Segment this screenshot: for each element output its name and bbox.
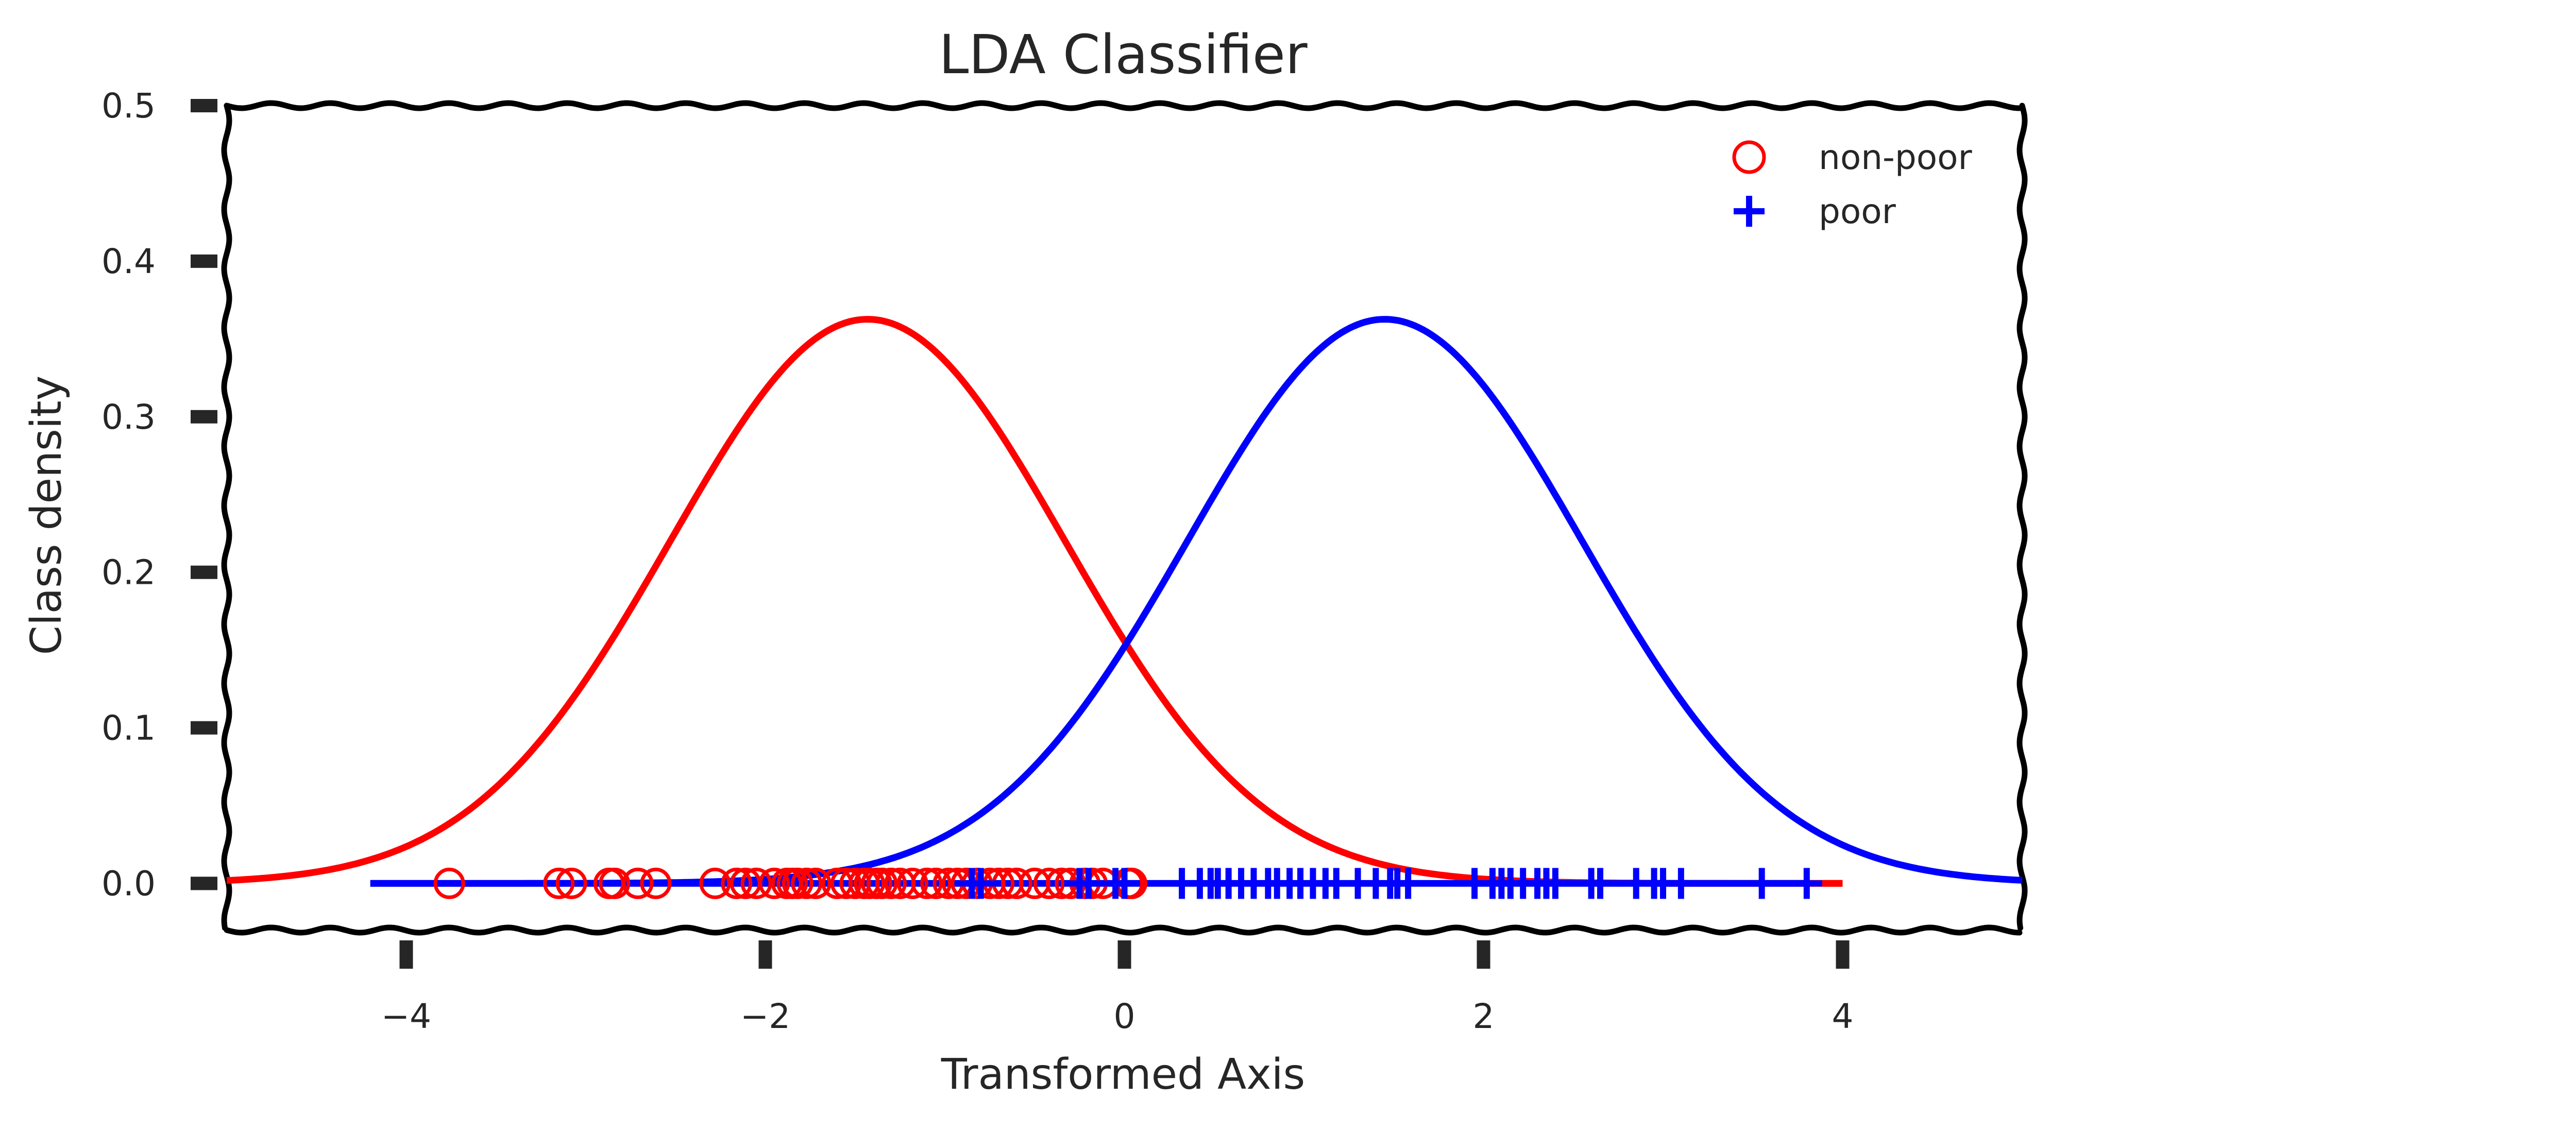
x-axis-ticks: −4 −2 0 2 4: [381, 940, 1854, 1036]
x-tick-mark: [1117, 940, 1131, 969]
non-poor-point: [782, 867, 814, 899]
poor-point-v: [1758, 868, 1765, 899]
chart-title: LDA Classifier: [939, 23, 1307, 86]
non-poor-point: [740, 867, 772, 899]
non-poor-point: [791, 867, 823, 899]
poor-point-v: [1597, 868, 1604, 899]
y-tick-mark: [191, 99, 217, 112]
x-tick-label: −2: [740, 997, 790, 1036]
poor-point: [1539, 868, 1571, 899]
y-tick-mark: [191, 876, 217, 890]
non-poor-point: [1033, 867, 1065, 899]
y-axis-ticks: 0.0 0.1 0.2 0.3 0.4 0.5: [101, 86, 217, 903]
poor-point: [1791, 868, 1822, 899]
poor-point-v: [1121, 868, 1128, 899]
poor-point: [965, 868, 996, 899]
y-tick-label: 0.1: [101, 709, 156, 748]
poor-point-v: [1354, 868, 1361, 899]
y-axis-label: Class density: [22, 376, 71, 655]
x-tick-mark: [399, 940, 413, 969]
y-tick-mark: [191, 565, 217, 579]
non-poor-point: [721, 867, 753, 899]
poor-point-v: [1552, 868, 1558, 899]
y-tick-label: 0.0: [101, 864, 156, 903]
legend-item-poor: poor: [1734, 192, 1896, 231]
poor-point: [1393, 868, 1424, 899]
non-poor-point: [433, 867, 465, 899]
y-tick-mark: [191, 721, 217, 735]
non-poor-point: [800, 867, 832, 899]
x-tick-mark: [758, 940, 772, 969]
non-poor-point: [920, 867, 952, 899]
non-poor-point: [875, 867, 907, 899]
y-tick-label: 0.4: [101, 242, 156, 281]
poor-point-v: [1405, 868, 1412, 899]
poor-point-v: [977, 868, 984, 899]
x-tick-label: 0: [1114, 997, 1136, 1036]
x-tick-mark: [1477, 940, 1490, 969]
frame-right: [2016, 103, 2028, 931]
legend-label-poor: poor: [1819, 192, 1896, 231]
poor-point-v: [1660, 868, 1666, 899]
non-poor-point: [699, 867, 731, 899]
poor-point-v: [1085, 868, 1092, 899]
x-tick-label: −4: [381, 997, 431, 1036]
poor-point: [1746, 868, 1777, 899]
data-markers: [433, 867, 1822, 899]
x-tick-label: 2: [1473, 997, 1495, 1036]
frame-bottom: [224, 924, 2023, 936]
non-poor-point: [599, 867, 631, 899]
density-curves: [226, 316, 2023, 887]
y-tick-label: 0.3: [101, 397, 156, 437]
poor-point: [1073, 868, 1104, 899]
poor-point: [1585, 868, 1616, 899]
non-poor-density-curve: [226, 316, 1843, 887]
non-poor-point: [896, 867, 928, 899]
poor-point-v: [1333, 868, 1340, 899]
x-tick-mark: [1836, 940, 1850, 969]
legend: non-poor poor: [1732, 138, 1973, 231]
y-tick-label: 0.5: [101, 86, 156, 126]
poor-point-v: [1471, 868, 1478, 899]
non-poor-point: [640, 867, 672, 899]
non-poor-point: [866, 867, 898, 899]
plot-frame: [221, 100, 2028, 936]
legend-item-non-poor: non-poor: [1732, 138, 1973, 177]
poor-point: [1665, 868, 1697, 899]
x-tick-label: 4: [1832, 997, 1854, 1036]
non-poor-point: [758, 867, 790, 899]
non-poor-point: [543, 867, 575, 899]
legend-plus-marker-v: [1746, 196, 1752, 227]
frame-top: [224, 100, 2023, 111]
poor-point-v: [1803, 868, 1810, 899]
legend-circle-marker: [1732, 140, 1766, 174]
poor-density-curve: [370, 316, 2023, 887]
y-tick-mark: [191, 410, 217, 424]
x-axis-label: Transformed Axis: [941, 1050, 1306, 1099]
non-poor-point: [830, 867, 862, 899]
non-poor-point: [911, 867, 943, 899]
y-tick-label: 0.2: [101, 553, 156, 593]
poor-point-v: [1677, 868, 1684, 899]
poor-point-v: [1179, 868, 1185, 899]
poor-point-v: [1633, 868, 1639, 899]
non-poor-point: [555, 867, 587, 899]
legend-label-non-poor: non-poor: [1819, 138, 1973, 177]
y-tick-mark: [191, 254, 217, 268]
frame-left: [221, 103, 232, 931]
non-poor-point: [622, 867, 654, 899]
poor-point: [1109, 868, 1140, 899]
non-poor-point: [1001, 867, 1032, 899]
